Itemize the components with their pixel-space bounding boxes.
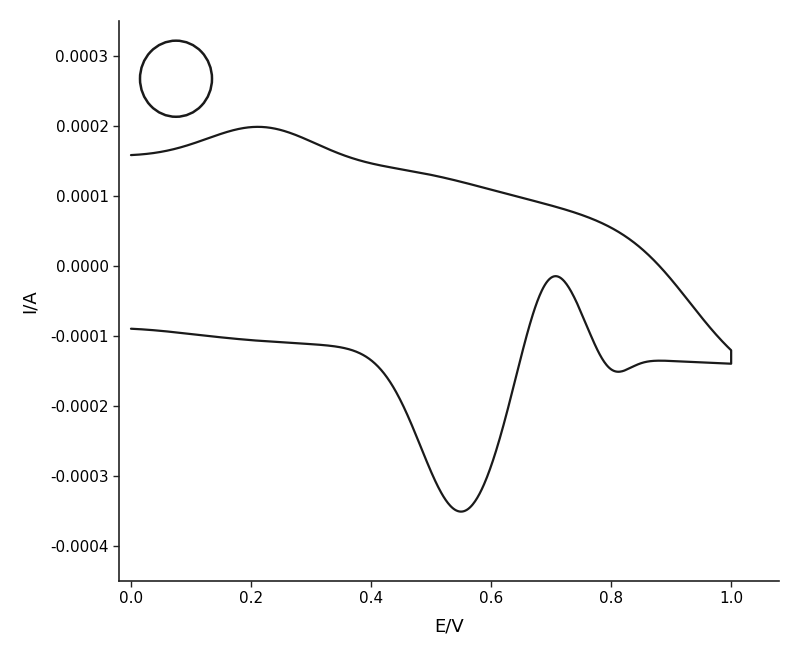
X-axis label: E/V: E/V [434,617,464,635]
Y-axis label: I/A: I/A [21,289,39,313]
